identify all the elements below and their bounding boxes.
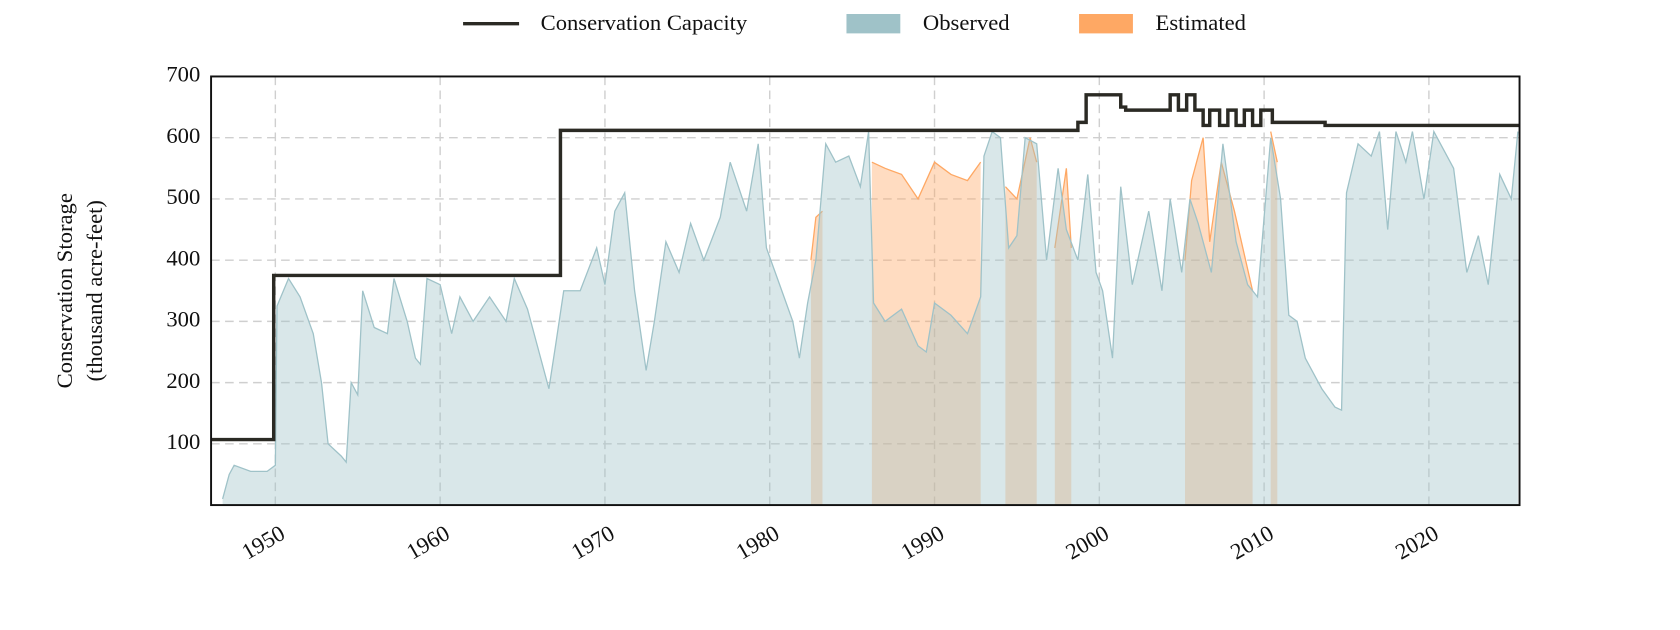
y-tick-label: 400 xyxy=(166,245,200,270)
x-tick-label: 2020 xyxy=(1391,520,1443,564)
plot xyxy=(210,75,1521,507)
x-tick-label: 2010 xyxy=(1226,520,1278,564)
legend-swatch xyxy=(1079,14,1133,34)
x-tick-label: 1980 xyxy=(732,520,784,564)
area xyxy=(871,162,981,506)
area xyxy=(1054,168,1072,506)
y-tick-label: 700 xyxy=(166,62,200,87)
legend-swatch xyxy=(846,14,901,34)
y-tick-label: 500 xyxy=(166,184,200,209)
legend: Conservation Capacity Observed Estimated xyxy=(463,10,1247,35)
x-tick-label: 1950 xyxy=(237,520,289,564)
area-edge xyxy=(1054,168,1072,249)
x-tick-label: 1960 xyxy=(402,520,454,564)
legend-label: Observed xyxy=(923,10,1010,35)
legend-label: Estimated xyxy=(1156,10,1247,35)
y-tick-label: 600 xyxy=(166,123,200,148)
y-axis-label: Conservation Storage xyxy=(52,193,77,388)
area-edge xyxy=(1004,137,1038,201)
plot-frame xyxy=(210,75,1521,507)
area xyxy=(222,131,1518,506)
y-axis-label: (thousand acre-feet) xyxy=(82,200,107,381)
area xyxy=(1270,131,1278,506)
area xyxy=(1185,137,1253,506)
area xyxy=(1005,137,1037,506)
area-edge xyxy=(1184,137,1254,291)
area-edge xyxy=(1270,131,1278,163)
area xyxy=(810,211,823,506)
capacity-line xyxy=(211,93,1520,442)
y-tick-label: 100 xyxy=(166,429,200,454)
x-tick-label: 2000 xyxy=(1061,520,1113,564)
x-tick-label: 1990 xyxy=(897,520,949,564)
y-tick-label: 300 xyxy=(166,307,200,332)
legend-label: Conservation Capacity xyxy=(541,10,748,35)
area-edge xyxy=(871,161,982,201)
x-tick-label: 1970 xyxy=(567,520,619,564)
y-tick-label: 200 xyxy=(166,368,200,393)
